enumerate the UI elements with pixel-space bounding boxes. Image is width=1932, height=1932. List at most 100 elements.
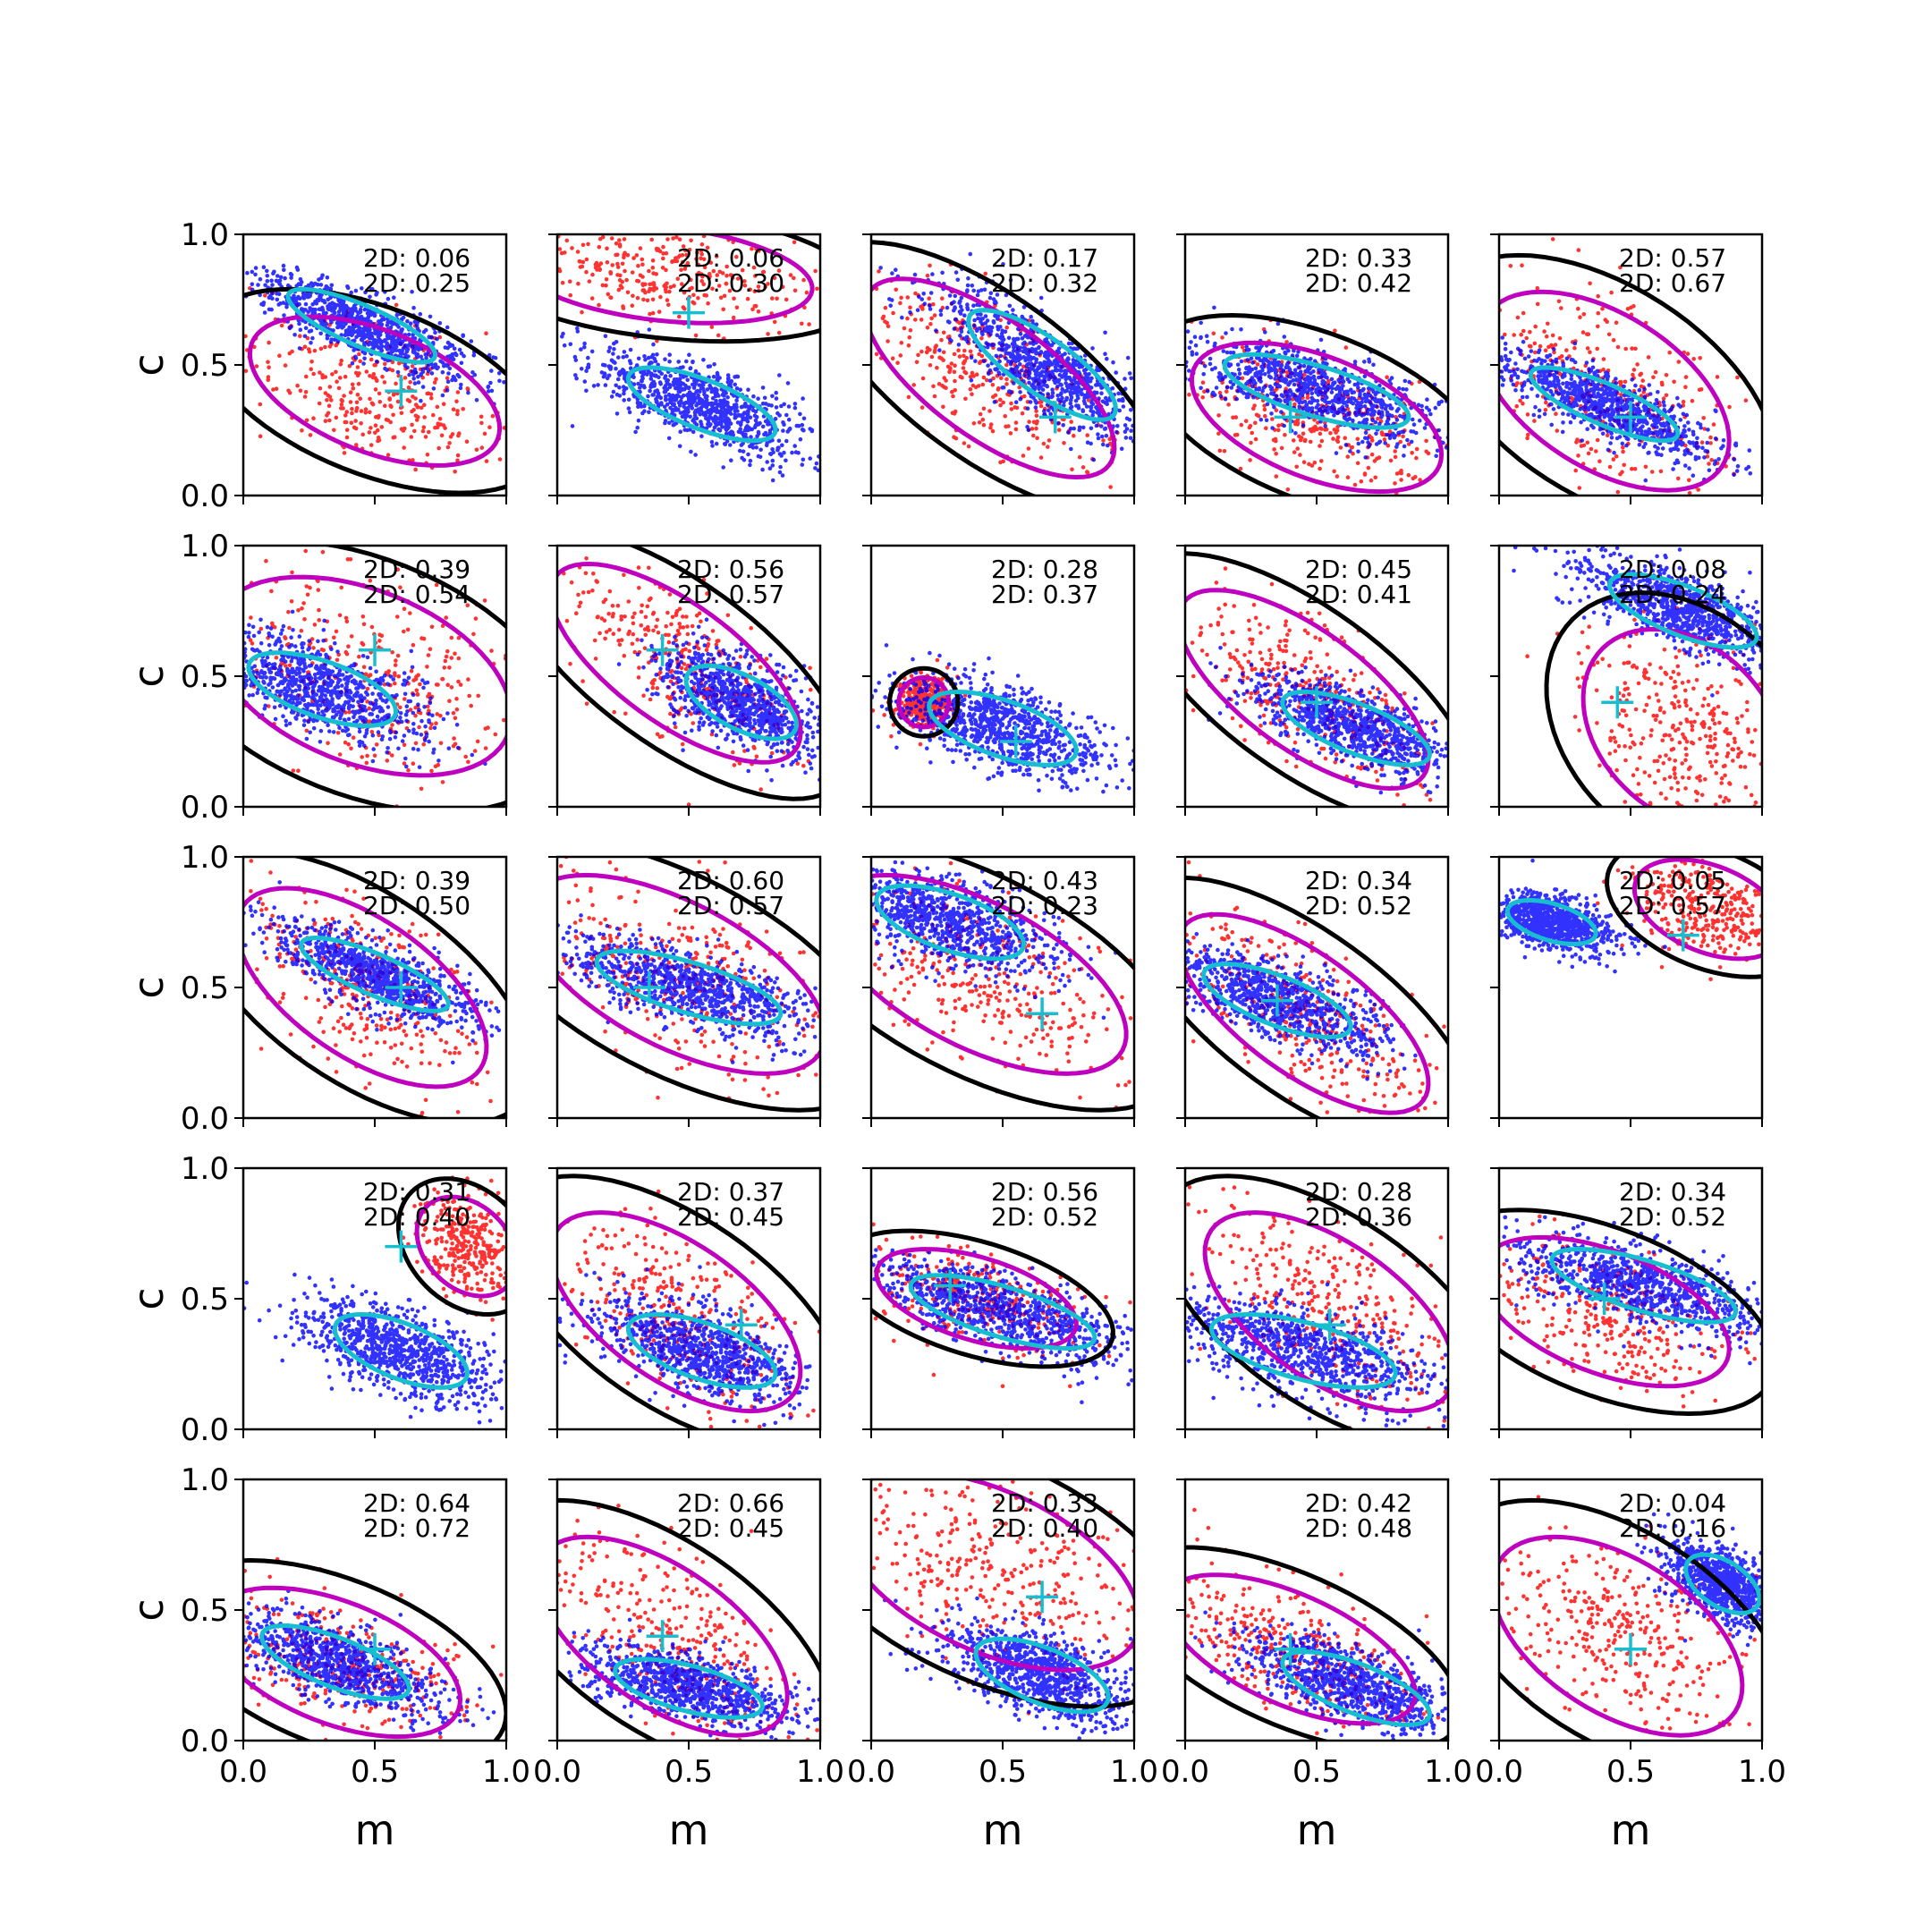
blue-point <box>412 319 418 325</box>
red-point <box>580 242 586 248</box>
blue-point <box>989 343 994 348</box>
blue-point <box>347 332 352 336</box>
blue-point <box>1297 387 1301 392</box>
blue-point <box>965 305 970 310</box>
blue-point <box>657 380 663 385</box>
red-point <box>756 309 761 314</box>
red-point <box>587 279 592 284</box>
blue-point <box>770 458 775 463</box>
blue-point <box>331 305 336 310</box>
red-point <box>667 289 672 294</box>
red-point <box>953 387 957 393</box>
blue-point <box>1017 348 1022 353</box>
blue-point <box>986 363 990 369</box>
blue-point <box>1083 371 1088 376</box>
red-point <box>479 414 484 419</box>
red-point <box>1187 393 1191 397</box>
blue-point <box>462 353 466 359</box>
blue-point <box>934 328 938 333</box>
blue-point <box>969 355 974 360</box>
blue-point <box>365 332 370 337</box>
red-point <box>1328 431 1333 436</box>
blue-point <box>692 420 698 425</box>
blue-point <box>1258 417 1264 422</box>
blue-point <box>336 309 342 314</box>
red-point <box>933 348 937 352</box>
blue-point <box>411 350 416 354</box>
blue-point <box>418 311 423 317</box>
red-point <box>1597 459 1602 463</box>
red-point <box>359 409 364 413</box>
blue-point <box>496 371 502 376</box>
blue-point <box>953 270 959 275</box>
red-point <box>608 295 613 300</box>
blue-point <box>626 397 631 402</box>
blue-point <box>796 451 801 455</box>
blue-point <box>1104 395 1108 401</box>
red-point <box>597 236 603 242</box>
red-point <box>1308 439 1313 445</box>
red-point <box>1355 461 1360 466</box>
blue-point <box>959 329 964 335</box>
red-point <box>623 268 627 274</box>
blue-point <box>445 388 450 393</box>
red-point <box>675 276 680 282</box>
blue-point <box>1103 352 1107 357</box>
blue-point <box>663 420 667 426</box>
red-point <box>605 246 609 251</box>
red-point <box>395 399 401 404</box>
blue-point <box>690 393 694 397</box>
blue-point <box>777 413 782 418</box>
blue-point <box>733 402 739 407</box>
red-point <box>631 293 635 299</box>
blue-point <box>1275 360 1279 365</box>
red-point <box>617 242 623 247</box>
red-point <box>953 378 957 384</box>
blue-point <box>1055 368 1060 373</box>
blue-point <box>980 317 985 321</box>
blue-point <box>1258 379 1263 384</box>
red-point <box>640 262 645 267</box>
red-point <box>1226 402 1231 407</box>
red-point <box>615 261 620 267</box>
blue-point <box>1282 335 1287 339</box>
blue-point <box>763 430 768 436</box>
red-point <box>309 360 314 364</box>
blue-point <box>674 386 678 391</box>
blue-point <box>256 283 260 287</box>
blue-point <box>261 265 267 270</box>
blue-point <box>282 267 286 273</box>
red-point <box>448 435 453 439</box>
blue-point <box>1279 393 1284 398</box>
red-point <box>776 268 782 273</box>
blue-point <box>265 279 270 284</box>
red-point <box>323 344 327 350</box>
blue-point <box>275 274 280 278</box>
blue-point <box>405 318 410 324</box>
blue-point <box>1088 404 1093 410</box>
blue-point <box>668 373 673 378</box>
blue-point <box>959 295 964 301</box>
blue-point <box>1004 292 1009 298</box>
y-tick-label: 0.5 <box>181 348 229 384</box>
red-point <box>243 369 249 374</box>
blue-point <box>987 371 991 377</box>
red-point <box>707 272 712 276</box>
blue-point <box>1076 395 1080 401</box>
red-point <box>706 301 710 306</box>
red-point <box>1224 389 1229 394</box>
red-point <box>437 335 443 340</box>
blue-point <box>1309 401 1314 405</box>
blue-point <box>940 270 945 275</box>
red-point <box>597 244 602 250</box>
blue-point <box>1230 326 1234 332</box>
blue-point <box>394 344 399 350</box>
red-point <box>342 394 346 398</box>
blue-point <box>1416 402 1421 408</box>
blue-point <box>1124 416 1130 421</box>
blue-point <box>985 325 990 330</box>
blue-point <box>792 402 798 406</box>
blue-point <box>739 443 744 447</box>
red-point <box>1609 290 1614 295</box>
blue-point <box>1301 363 1307 369</box>
